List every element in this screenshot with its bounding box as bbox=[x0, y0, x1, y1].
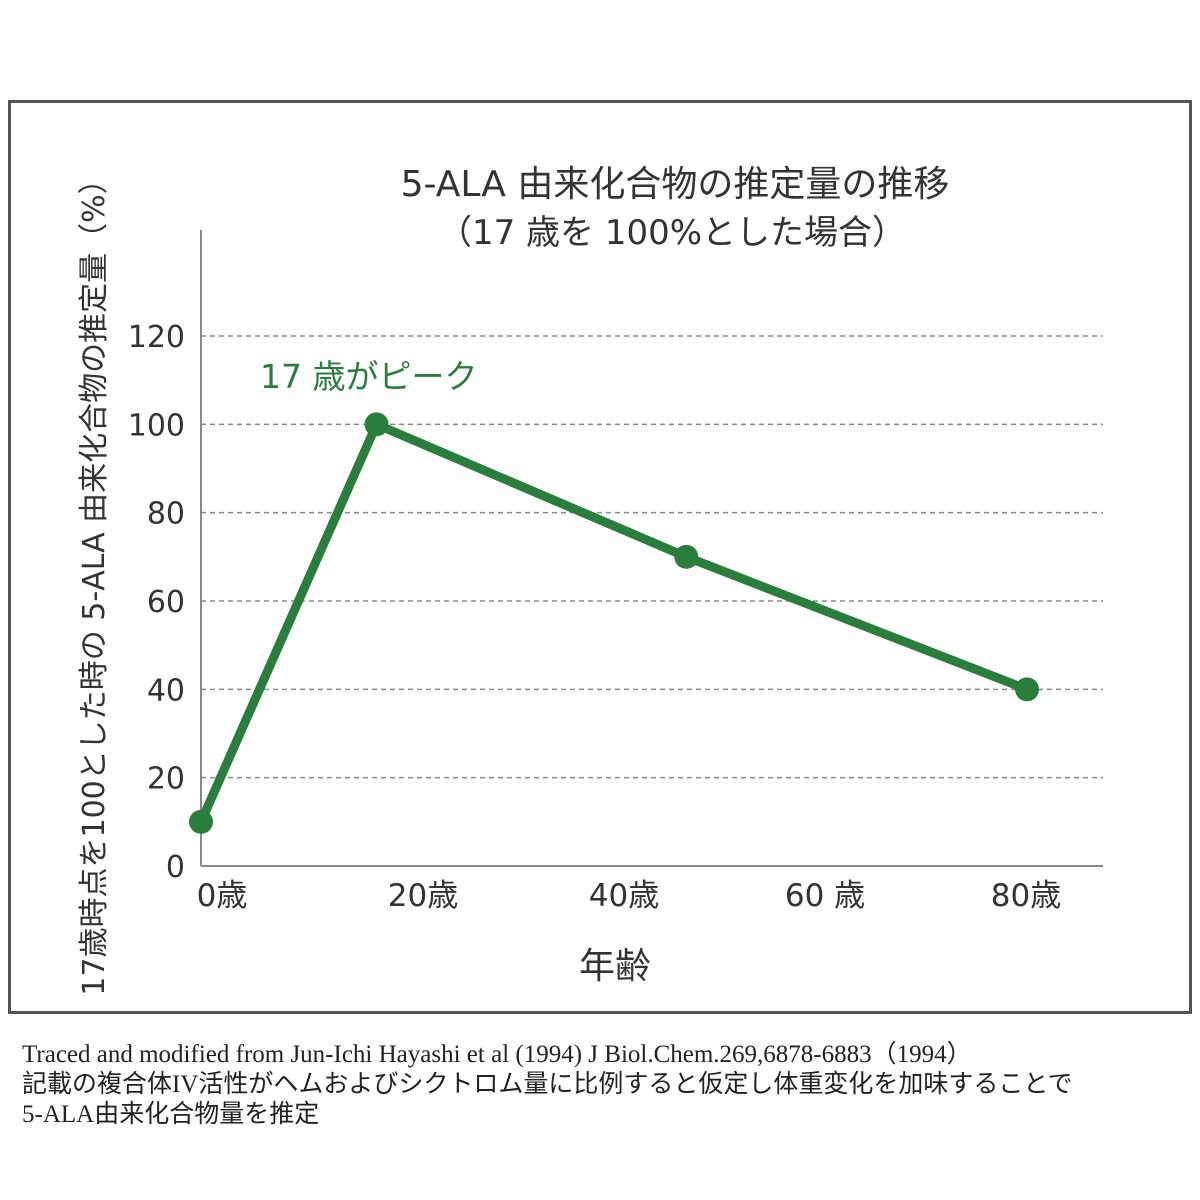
y-tick-label: 0 bbox=[166, 850, 185, 885]
caption-line: Traced and modified from Jun-Ichi Hayash… bbox=[22, 1041, 972, 1068]
x-tick-label: 0歳 bbox=[197, 878, 248, 914]
data-point bbox=[364, 412, 389, 437]
peak-annotation: 17 歳がピーク bbox=[260, 357, 477, 396]
y-tick-label: 60 bbox=[147, 585, 185, 620]
y-tick-label: 20 bbox=[147, 762, 185, 797]
x-tick-label: 60 歳 bbox=[785, 878, 865, 914]
chart-title: 5-ALA 由来化合物の推定量の推移 bbox=[401, 164, 950, 205]
y-tick-label: 100 bbox=[128, 408, 185, 443]
y-tick-label: 80 bbox=[147, 497, 185, 532]
y-axis-label: 17歳時点を100とした時の 5-ALA 由来化合物の推定量（%） bbox=[77, 164, 112, 995]
chart-subtitle: （17 歳を 100%とした場合） bbox=[438, 213, 906, 253]
series-line bbox=[196, 419, 1029, 824]
source-caption: Traced and modified from Jun-Ichi Hayash… bbox=[22, 1040, 1073, 1130]
caption-line: 5-ALA由来化合物量を推定 bbox=[22, 1101, 320, 1128]
x-axis-label: 年齢 bbox=[579, 946, 651, 987]
y-tick-label: 40 bbox=[147, 673, 185, 708]
y-tick-label: 120 bbox=[128, 320, 185, 355]
data-point bbox=[674, 544, 699, 569]
x-tick-label: 20歳 bbox=[388, 878, 458, 914]
data-point bbox=[189, 809, 213, 834]
x-tick-label: 80歳 bbox=[991, 878, 1061, 914]
data-point bbox=[1015, 677, 1039, 702]
caption-line: 記載の複合体IV活性がヘムおよびシクトロム量に比例すると仮定し体重変化を加味する… bbox=[22, 1071, 1073, 1098]
chart-frame bbox=[8, 100, 1192, 1014]
x-tick-label: 40歳 bbox=[589, 878, 659, 914]
